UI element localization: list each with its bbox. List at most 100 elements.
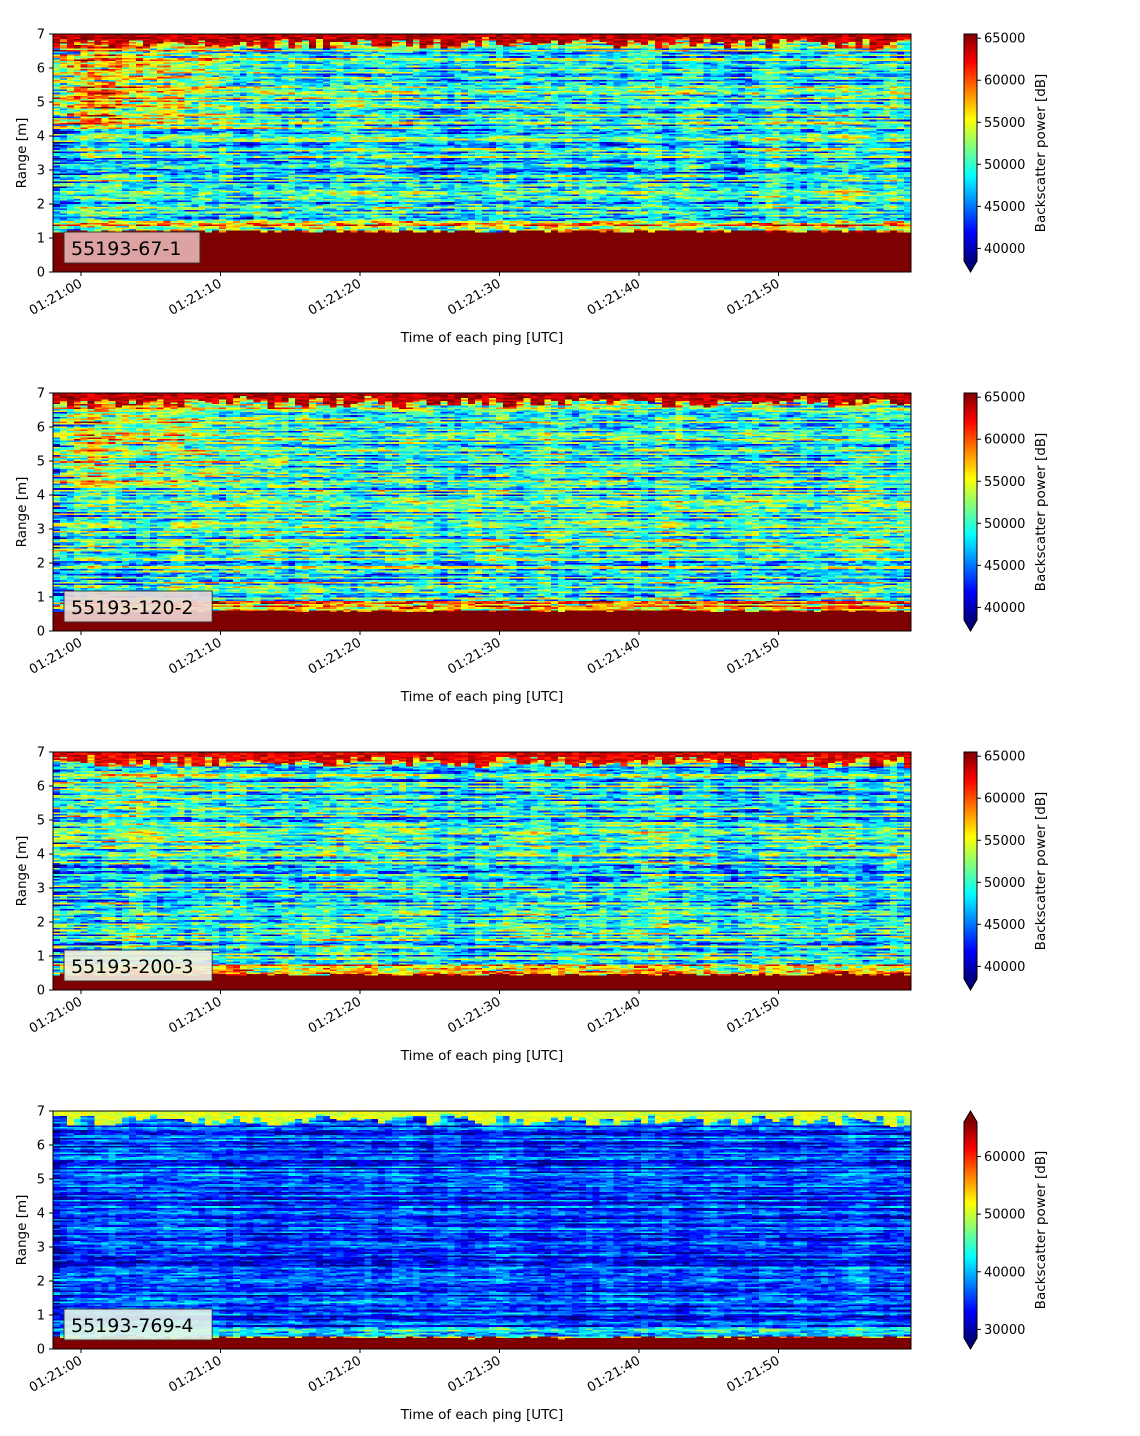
sample-badge xyxy=(63,590,213,623)
x-tick-label: 01:21:20 xyxy=(306,994,364,1036)
colorbar-label: Backscatter power [dB] xyxy=(1033,792,1049,951)
colorbar-tick-label: 50000 xyxy=(984,1208,1025,1223)
colorbar-tick-label: 40000 xyxy=(984,601,1025,616)
plot-frame xyxy=(52,751,912,991)
x-tick-label: 01:21:30 xyxy=(445,1353,503,1395)
y-tick-label: 0 xyxy=(37,625,45,640)
colorbar-tick-label: 45000 xyxy=(984,559,1025,574)
colorbar-tick-label: 60000 xyxy=(984,74,1025,89)
y-tick-label: 0 xyxy=(37,266,45,281)
colorbar-tick-label: 30000 xyxy=(984,1323,1025,1338)
x-tick-label: 01:21:50 xyxy=(724,276,782,318)
colorbar-tick-label: 55000 xyxy=(984,475,1025,490)
x-tick-label: 01:21:10 xyxy=(166,994,224,1036)
colorbar-label: Backscatter power [dB] xyxy=(1033,74,1049,233)
y-tick-label: 3 xyxy=(37,882,45,897)
colorbar xyxy=(964,34,977,261)
sample-badge xyxy=(63,949,213,982)
colorbar-tick-label: 55000 xyxy=(984,116,1025,131)
colorbar-tick-label: 45000 xyxy=(984,200,1025,215)
y-axis-label: Range [m] xyxy=(14,118,30,189)
x-tick-label: 01:21:10 xyxy=(166,276,224,318)
y-tick-label: 4 xyxy=(37,1207,45,1222)
y-tick-label: 3 xyxy=(37,164,45,179)
x-tick-label: 01:21:30 xyxy=(445,994,503,1036)
colorbar-extend-max xyxy=(964,1111,977,1122)
y-tick-label: 6 xyxy=(37,421,45,436)
y-tick-label: 7 xyxy=(37,746,45,761)
y-tick-label: 4 xyxy=(37,130,45,145)
x-tick-label: 01:21:20 xyxy=(306,1353,364,1395)
colorbar-extend-min xyxy=(964,261,977,272)
x-tick-label: 01:21:00 xyxy=(27,276,85,318)
colorbar-tick-label: 60000 xyxy=(984,1150,1025,1165)
y-tick-label: 0 xyxy=(37,1343,45,1358)
y-axis-label: Range [m] xyxy=(14,1195,30,1266)
colorbar-tick-label: 65000 xyxy=(984,391,1025,406)
colorbar-extend-min xyxy=(964,1338,977,1349)
heatmap-panel-4: 0 1 2 3 4 5 6 7 01:21:00 01:21:10 01:21:20 01:21:30… xyxy=(14,1105,1049,1424)
colorbar-extend-min xyxy=(964,979,977,990)
plot-frame xyxy=(52,1110,912,1350)
x-tick-label: 01:21:10 xyxy=(166,635,224,677)
y-tick-label: 5 xyxy=(37,814,45,829)
colorbar-outline xyxy=(963,1110,978,1350)
y-tick-label: 4 xyxy=(37,848,45,863)
y-tick-label: 7 xyxy=(37,1105,45,1120)
colorbar-tick-label: 50000 xyxy=(984,517,1025,532)
sample-badge-label: 55193-120-2 xyxy=(71,597,194,619)
y-tick-label: 1 xyxy=(37,950,45,965)
x-axis-label: Time of each ping [UTC] xyxy=(400,1407,564,1423)
colorbar-tick-label: 40000 xyxy=(984,960,1025,975)
x-tick-label: 01:21:00 xyxy=(27,994,85,1036)
colorbar-tick-label: 60000 xyxy=(984,792,1025,807)
y-tick-label: 2 xyxy=(37,557,45,572)
y-tick-label: 3 xyxy=(37,1241,45,1256)
plot-frame xyxy=(52,33,912,273)
heatmap-panel-1: 0 1 2 3 4 5 6 7 01:21:00 01:21:10 01:21:20 01:21:30… xyxy=(14,28,1049,347)
sample-badge xyxy=(63,1308,213,1341)
y-tick-label: 5 xyxy=(37,96,45,111)
x-axis-label: Time of each ping [UTC] xyxy=(400,330,564,346)
x-tick-label: 01:21:50 xyxy=(724,1353,782,1395)
x-tick-label: 01:21:10 xyxy=(166,1353,224,1395)
x-tick-label: 01:21:20 xyxy=(306,276,364,318)
y-tick-label: 1 xyxy=(37,591,45,606)
colorbar-label: Backscatter power [dB] xyxy=(1033,433,1049,592)
x-tick-label: 01:21:50 xyxy=(724,635,782,677)
colorbar-tick-label: 65000 xyxy=(984,32,1025,47)
x-tick-label: 01:21:50 xyxy=(724,994,782,1036)
y-tick-label: 1 xyxy=(37,232,45,247)
x-tick-label: 01:21:40 xyxy=(585,276,643,318)
sample-badge xyxy=(63,231,201,264)
colorbar-tick-label: 40000 xyxy=(984,1265,1025,1280)
sample-badge-label: 55193-769-4 xyxy=(71,1315,194,1337)
y-tick-label: 2 xyxy=(37,198,45,213)
x-tick-label: 01:21:40 xyxy=(585,635,643,677)
y-tick-label: 6 xyxy=(37,62,45,77)
y-tick-label: 5 xyxy=(37,455,45,470)
y-tick-label: 1 xyxy=(37,1309,45,1324)
sample-badge-label: 55193-67-1 xyxy=(71,238,181,260)
sample-badge-label: 55193-200-3 xyxy=(71,956,194,978)
x-tick-label: 01:21:00 xyxy=(27,635,85,677)
plot-frame xyxy=(52,392,912,632)
x-axis-label: Time of each ping [UTC] xyxy=(400,689,564,705)
y-axis-label: Range [m] xyxy=(14,836,30,907)
y-axis-label: Range [m] xyxy=(14,477,30,548)
x-tick-label: 01:21:30 xyxy=(445,635,503,677)
y-tick-label: 0 xyxy=(37,984,45,999)
colorbar-tick-label: 45000 xyxy=(984,918,1025,933)
colorbar-tick-label: 60000 xyxy=(984,433,1025,448)
x-tick-label: 01:21:30 xyxy=(445,276,503,318)
colorbar-outline xyxy=(963,751,978,991)
colorbar-tick-label: 55000 xyxy=(984,834,1025,849)
colorbar xyxy=(964,393,977,620)
x-tick-label: 01:21:40 xyxy=(585,1353,643,1395)
colorbar-outline xyxy=(963,33,978,273)
y-tick-label: 4 xyxy=(37,489,45,504)
x-axis-label: Time of each ping [UTC] xyxy=(400,1048,564,1064)
x-tick-label: 01:21:00 xyxy=(27,1353,85,1395)
y-tick-label: 7 xyxy=(37,28,45,43)
